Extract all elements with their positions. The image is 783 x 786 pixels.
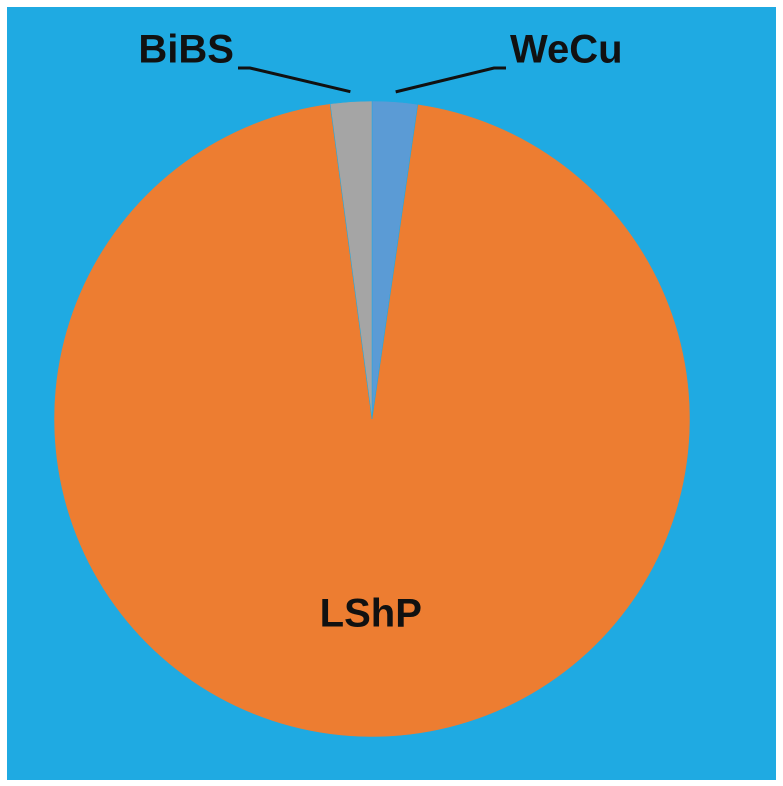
leader-line (395, 66, 506, 94)
leader-line (238, 66, 351, 94)
slice-label: BiBS (138, 28, 234, 72)
slice-label: LShP (320, 592, 422, 636)
pie-slice (53, 103, 691, 738)
pie-slice (329, 100, 373, 420)
slice-label: WeCu (510, 28, 623, 72)
